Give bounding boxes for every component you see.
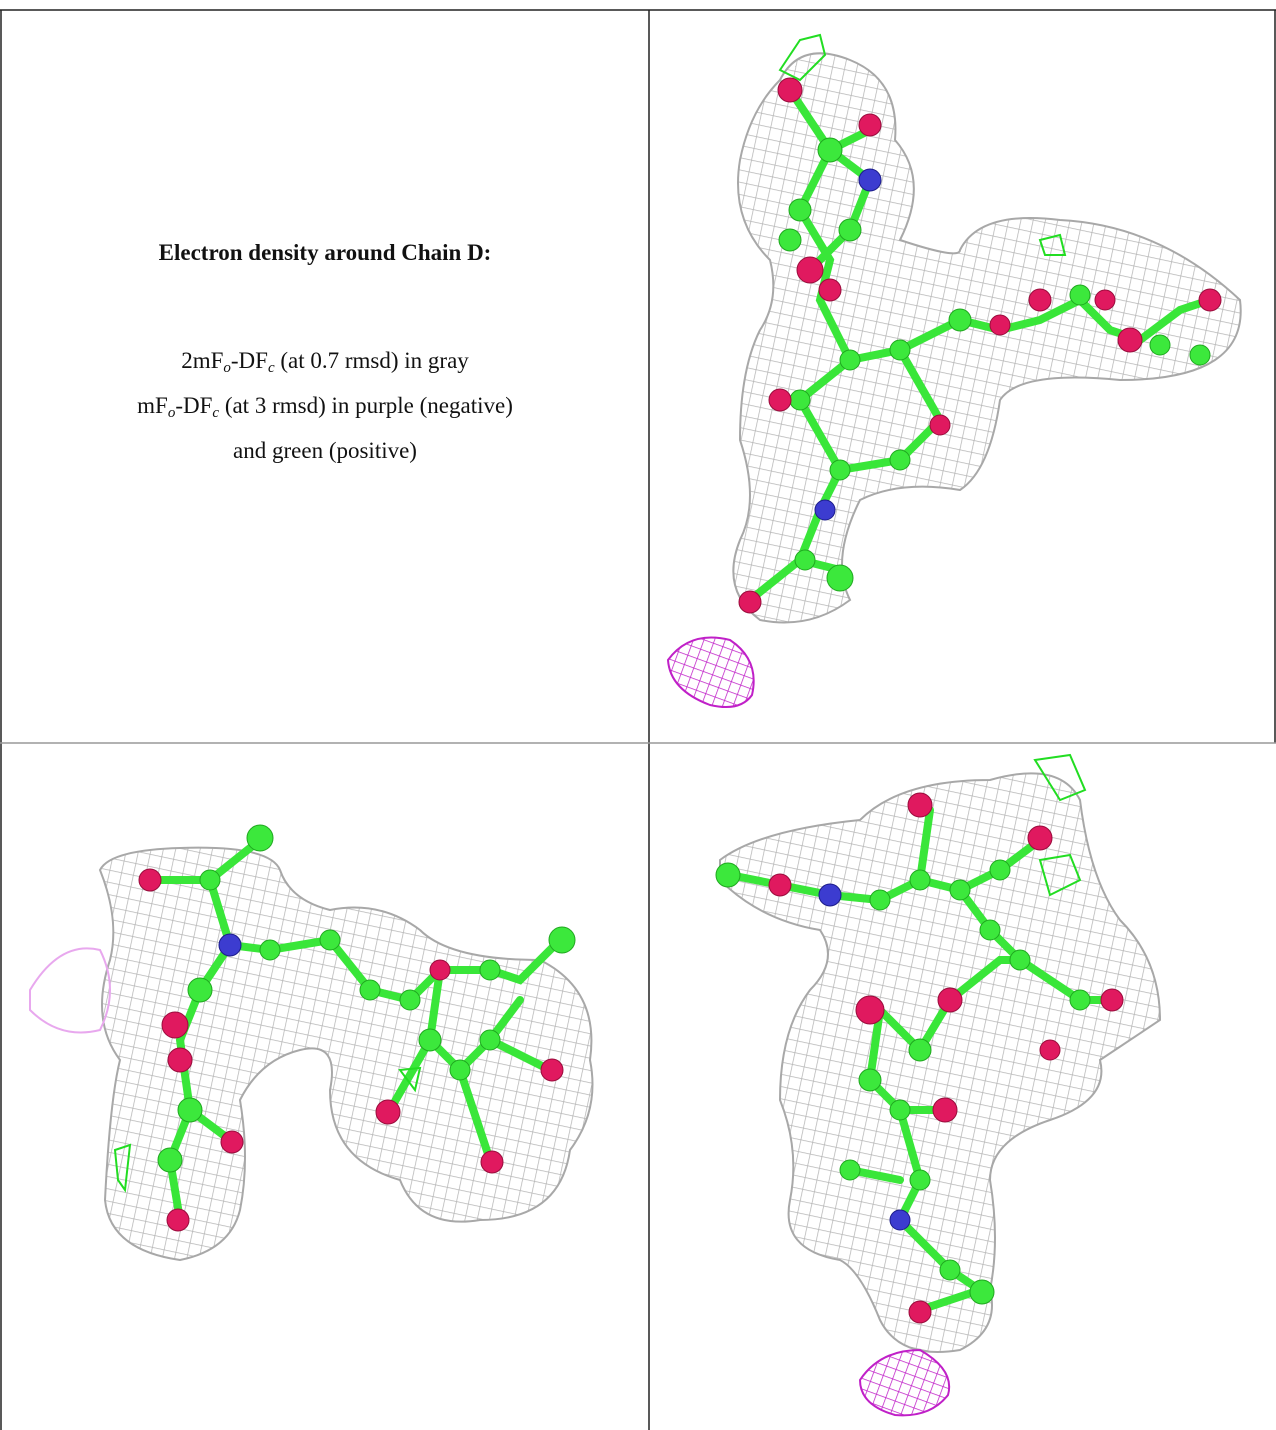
text: and green (positive) (233, 438, 417, 463)
text: mF (137, 393, 168, 418)
figure-grid (0, 0, 1276, 1430)
density-view-2 (30, 825, 593, 1260)
caption: Electron density around Chain D: 2mFo-DF… (0, 240, 650, 469)
text: -DF (231, 348, 268, 373)
text: -DF (175, 393, 212, 418)
caption-line: mFo-DFc (at 3 rmsd) in purple (negative) (0, 387, 650, 432)
text: (at 0.7 rmsd) in gray (275, 348, 469, 373)
density-view-1 (668, 35, 1241, 707)
subscript: c (268, 360, 275, 376)
text: 2mF (181, 348, 223, 373)
page: Electron density around Chain D: 2mFo-DF… (0, 0, 1276, 1430)
text: (at 3 rmsd) in purple (negative) (219, 393, 513, 418)
caption-line: and green (positive) (0, 432, 650, 469)
density-view-3 (716, 755, 1160, 1415)
caption-line: 2mFo-DFc (at 0.7 rmsd) in gray (0, 342, 650, 387)
subscript: o (223, 360, 231, 376)
caption-title: Electron density around Chain D: (0, 240, 650, 266)
